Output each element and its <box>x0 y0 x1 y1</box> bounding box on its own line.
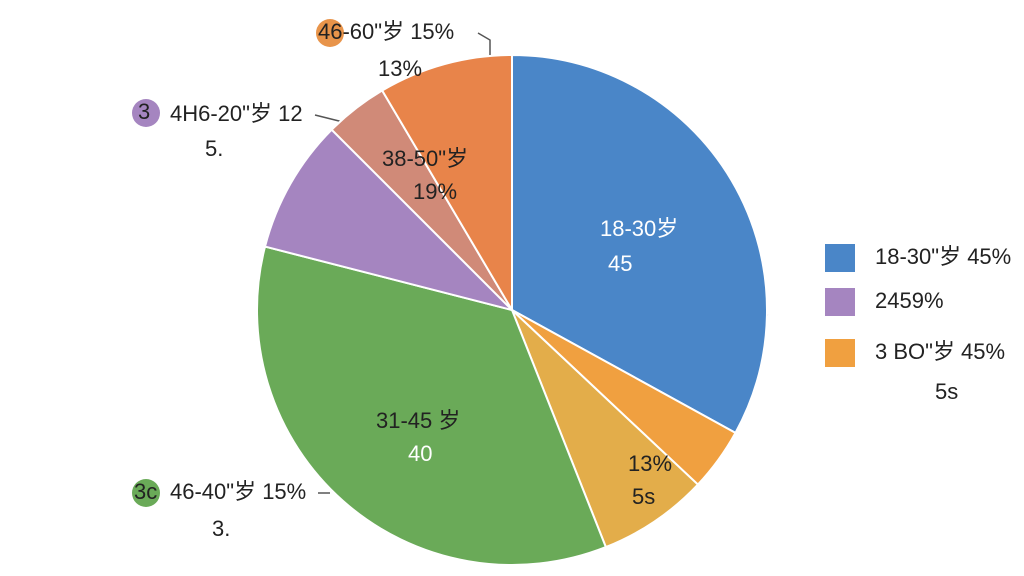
arrow <box>477 32 491 55</box>
legend-label: 18-30"岁 45% <box>875 244 1011 269</box>
annotation: 46-60"岁 15% <box>318 19 454 44</box>
annotation: 4H6-20"岁 12 <box>170 101 303 126</box>
badge <box>132 479 160 507</box>
annotation: 5s <box>632 484 655 509</box>
annotation: 40 <box>408 441 432 466</box>
annotation: 19% <box>413 179 457 204</box>
badge <box>316 19 344 47</box>
annotation: 31-45 岁 <box>376 408 460 433</box>
legend-swatch <box>825 339 855 367</box>
annotation: 3. <box>212 516 230 541</box>
legend-label: 3 BO"岁 45% <box>875 339 1005 364</box>
slice <box>256 245 608 566</box>
legend-swatch <box>825 244 855 272</box>
slice <box>263 128 516 312</box>
legend-swatch <box>825 288 855 316</box>
slice <box>380 53 513 314</box>
annotation: 5s <box>935 379 958 404</box>
badge <box>132 99 160 127</box>
annotation: 13% <box>378 56 422 81</box>
annotation: 18-30岁 <box>600 216 678 241</box>
annotation: 3 <box>138 99 150 124</box>
annotation: 13% <box>628 451 672 476</box>
slice <box>511 53 768 435</box>
slice <box>511 309 700 549</box>
annotation: 46-40"岁 15% <box>170 479 306 504</box>
annotation: 45 <box>608 251 632 276</box>
annotation: 3c <box>134 479 157 504</box>
annotation: 5. <box>205 136 223 161</box>
annotation: 38-50"岁 <box>382 146 468 171</box>
legend-label: 2459% <box>875 288 944 313</box>
